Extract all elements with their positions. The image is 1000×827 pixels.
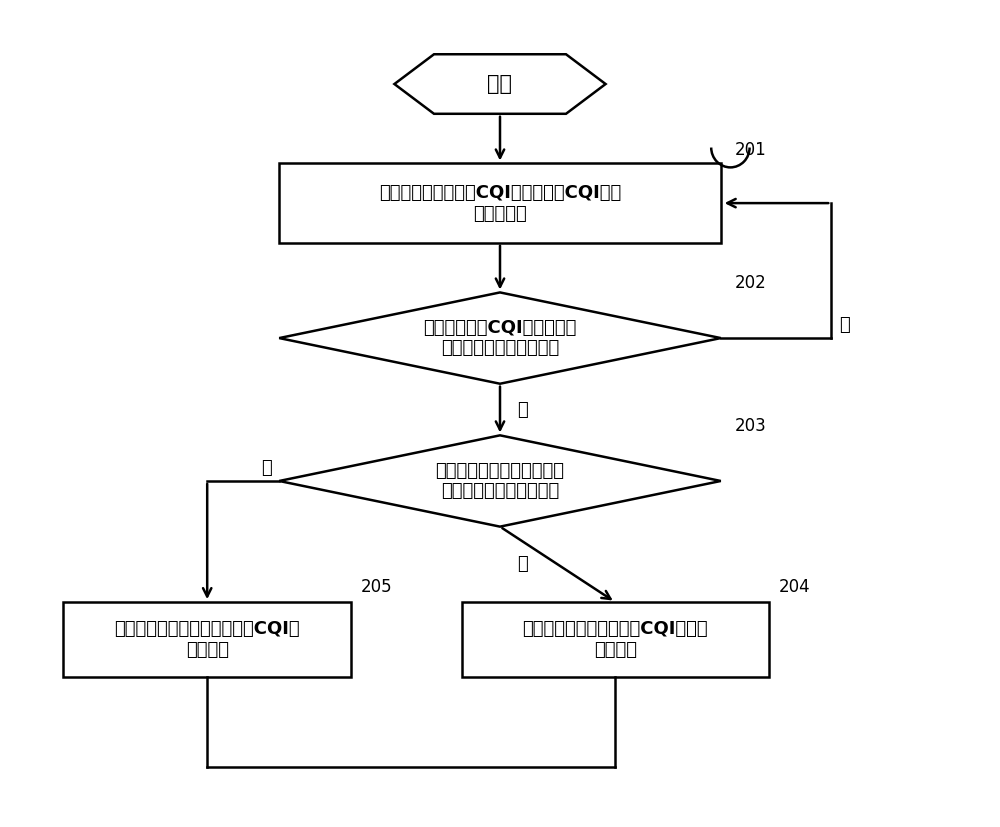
Text: 否: 否 xyxy=(261,459,272,477)
Text: 201: 201 xyxy=(735,141,767,160)
Text: 基站提高对相应终端周期上报CQI的
处理频率: 基站提高对相应终端周期上报CQI的 处理频率 xyxy=(114,620,300,659)
Text: 基站判断接收CQI的次数是否
达到预先配置的次数门限: 基站判断接收CQI的次数是否 达到预先配置的次数门限 xyxy=(423,318,577,357)
Text: 是: 是 xyxy=(517,556,528,573)
Polygon shape xyxy=(279,435,721,527)
Text: 是: 是 xyxy=(517,400,528,418)
Text: 基站判断接收传输性能是否
达到预先配置的性能门限: 基站判断接收传输性能是否 达到预先配置的性能门限 xyxy=(436,461,564,500)
Polygon shape xyxy=(394,55,606,114)
Text: 205: 205 xyxy=(361,578,392,596)
Bar xyxy=(63,602,351,677)
Text: 202: 202 xyxy=(735,274,767,292)
Text: 开始: 开始 xyxy=(488,74,512,94)
Text: 基站对相应终端周期上报CQI的处理
频率降低: 基站对相应终端周期上报CQI的处理 频率降低 xyxy=(522,620,708,659)
Text: 基站接收终端上报的CQI，并统计该CQI的接
收传输性能: 基站接收终端上报的CQI，并统计该CQI的接 收传输性能 xyxy=(379,184,621,222)
Text: 204: 204 xyxy=(778,578,810,596)
Text: 203: 203 xyxy=(735,417,767,435)
Bar xyxy=(279,164,721,243)
Bar xyxy=(462,602,769,677)
Polygon shape xyxy=(279,293,721,384)
Text: 否: 否 xyxy=(839,316,850,334)
